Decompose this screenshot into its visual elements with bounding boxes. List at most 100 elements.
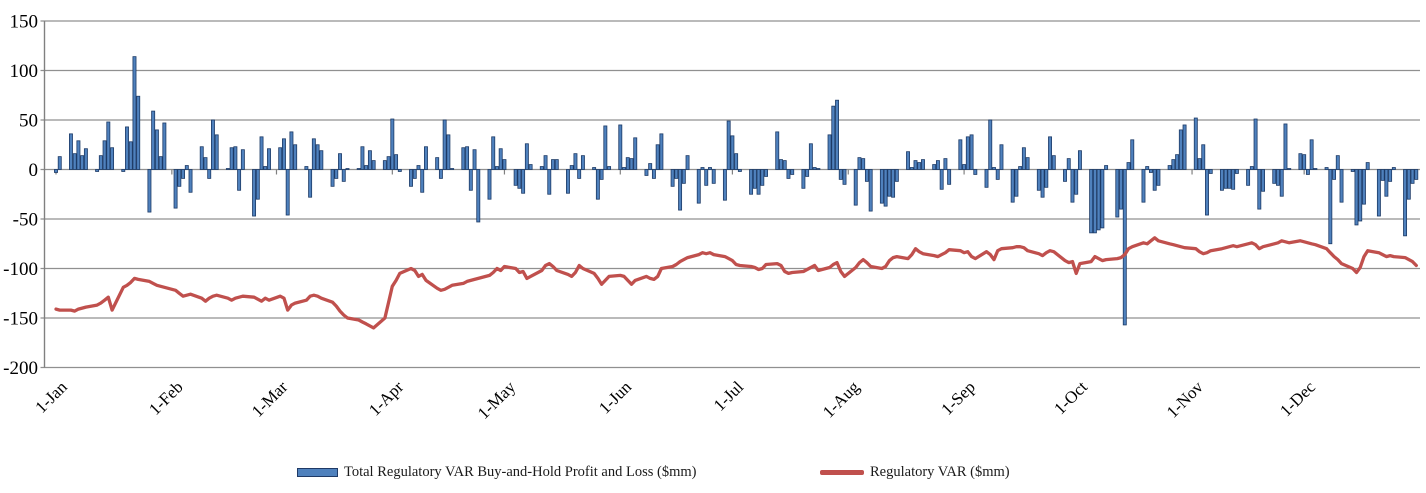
- pnl-bar: [371, 160, 376, 170]
- pnl-bar: [1388, 169, 1393, 182]
- pnl-bar: [1276, 169, 1280, 186]
- pnl-bar: [233, 146, 238, 170]
- pnl-bar: [367, 150, 372, 170]
- pnl-bar: [390, 118, 395, 170]
- x-month-label: 1-Jan: [31, 377, 71, 417]
- pnl-bar: [83, 148, 88, 170]
- pnl-bar: [760, 169, 765, 186]
- pnl-bar: [752, 169, 757, 189]
- pnl-bar: [289, 131, 294, 170]
- pnl-bar: [435, 157, 440, 170]
- pnl-bar: [775, 131, 780, 170]
- pnl-bar: [1122, 169, 1127, 326]
- pnl-bar: [1119, 169, 1123, 210]
- legend-label-pnl: Total Regulatory VAR Buy-and-Hold Profit…: [344, 464, 697, 480]
- pnl-bar: [102, 140, 107, 170]
- pnl-bar: [461, 147, 466, 170]
- chart-legend: Total Regulatory VAR Buy-and-Hold Profit…: [0, 462, 1426, 488]
- pnl-bar: [517, 169, 522, 189]
- pnl-bar: [812, 167, 817, 170]
- pnl-bar: [237, 169, 242, 191]
- pnl-bar: [685, 155, 690, 170]
- pnl-bar: [1025, 157, 1030, 170]
- pnl-bar: [958, 139, 963, 170]
- pnl-bar: [1040, 169, 1045, 198]
- y-tick-label: 0: [29, 160, 39, 181]
- pnl-bar: [255, 169, 260, 200]
- pnl-bar: [861, 158, 866, 170]
- pnl-bar: [551, 159, 555, 170]
- pnl-bar: [603, 125, 608, 170]
- pnl-bar: [1414, 169, 1419, 180]
- pnl-bar: [801, 169, 806, 189]
- pnl-bar: [334, 169, 339, 179]
- pnl-bar: [1309, 139, 1314, 170]
- legend-item-pnl: Total Regulatory VAR Buy-and-Hold Profit…: [297, 464, 696, 481]
- pnl-bar: [199, 146, 204, 170]
- pnl-bar: [995, 169, 1000, 180]
- pnl-bar: [263, 166, 268, 170]
- pnl-bar: [203, 157, 208, 170]
- var-line: [54, 236, 1418, 330]
- pnl-bar: [278, 147, 283, 170]
- pnl-bar: [424, 146, 428, 170]
- pnl-bar: [57, 156, 62, 170]
- pnl-bar: [1246, 169, 1251, 186]
- pnl-bar: [528, 164, 533, 170]
- y-tick-label: -150: [3, 309, 38, 330]
- pnl-bar: [655, 144, 660, 170]
- pnl-bar: [229, 147, 234, 170]
- pnl-bar: [1070, 169, 1075, 203]
- pnl-bar: [311, 138, 316, 170]
- pnl-bar: [345, 168, 350, 170]
- pnl-bar: [1051, 155, 1056, 170]
- pnl-bar: [1249, 166, 1254, 170]
- pnl-bar: [708, 167, 712, 170]
- pnl-bar: [154, 129, 159, 170]
- pnl-bar: [304, 166, 309, 170]
- pnl-bar: [651, 169, 656, 179]
- pnl-bar: [618, 124, 623, 170]
- pnl-bar: [831, 105, 836, 170]
- pnl-bar: [599, 169, 604, 180]
- pnl-bar: [857, 157, 862, 170]
- x-month-label: 1-Mar: [248, 377, 292, 421]
- pnl-bar: [607, 166, 612, 170]
- pnl-bar: [1272, 169, 1277, 184]
- pnl-bar: [1406, 169, 1411, 200]
- pnl-bar: [1014, 169, 1019, 197]
- pnl-bar: [1092, 169, 1097, 234]
- pnl-bar: [1380, 169, 1385, 181]
- pnl-bar: [577, 169, 582, 179]
- pnl-bar: [1021, 147, 1026, 170]
- pnl-bar: [566, 169, 570, 194]
- pnl-bar: [360, 146, 365, 170]
- y-tick-label: 50: [19, 111, 38, 132]
- legend-item-var: Regulatory VAR ($mm): [820, 464, 1010, 481]
- pnl-bar: [1193, 117, 1198, 170]
- pnl-bar: [1048, 136, 1052, 170]
- pnl-bar: [364, 165, 369, 170]
- pnl-bar: [853, 169, 858, 206]
- pnl-bar: [125, 126, 129, 170]
- pnl-bar: [450, 168, 455, 170]
- pnl-bar: [887, 169, 892, 197]
- pnl-bar: [894, 169, 899, 182]
- pnl-bar: [737, 169, 742, 172]
- legend-label-var: Regulatory VAR ($mm): [870, 464, 1010, 480]
- pnl-bar: [184, 165, 189, 170]
- pnl-bar: [749, 169, 754, 195]
- pnl-bar: [909, 167, 914, 170]
- pnl-bar: [1201, 144, 1206, 170]
- pnl-bar: [1362, 169, 1366, 205]
- pnl-bar: [947, 169, 952, 185]
- pnl-bar: [1332, 169, 1336, 180]
- pnl-bar: [319, 150, 324, 170]
- pnl-bar: [1205, 169, 1209, 216]
- pnl-bar: [502, 159, 507, 170]
- pnl-bar: [240, 149, 245, 170]
- pnl-bar: [678, 169, 683, 211]
- pnl-bar: [879, 169, 884, 204]
